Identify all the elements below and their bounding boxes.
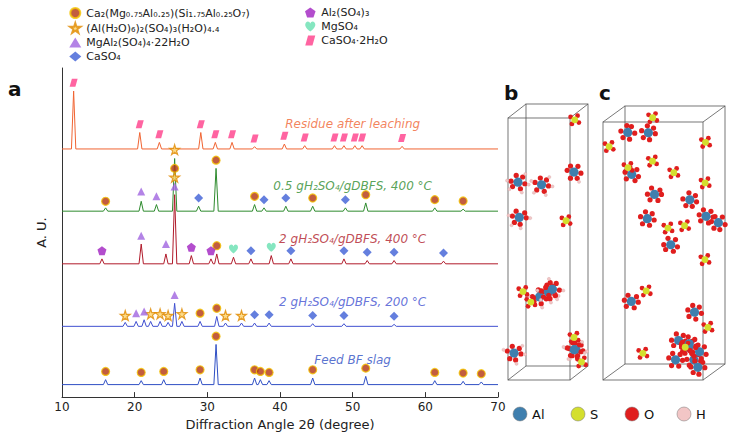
svg-text:O: O (644, 407, 654, 422)
svg-text:MgSO₄: MgSO₄ (321, 20, 358, 33)
svg-text:A. U.: A. U. (34, 217, 49, 248)
svg-text:c: c (599, 81, 611, 105)
svg-text:0.5 gH₂SO₄/gDBFS, 400 °C: 0.5 gH₂SO₄/gDBFS, 400 °C (273, 179, 432, 193)
svg-text:Ca₂(Mg₀.₇₅Al₀.₂₅)(Si₁.₇₅Al₀.₂₅: Ca₂(Mg₀.₇₅Al₀.₂₅)(Si₁.₇₅Al₀.₂₅O₇) (86, 7, 250, 20)
svg-text:40: 40 (272, 400, 287, 414)
svg-text:Feed BF slag: Feed BF slag (314, 353, 391, 367)
svg-text:Al₂(SO₄)₃: Al₂(SO₄)₃ (321, 6, 369, 19)
svg-text:50: 50 (345, 400, 360, 414)
svg-text:MgAl₂(SO₄)₄·22H₂O: MgAl₂(SO₄)₄·22H₂O (86, 36, 190, 49)
svg-text:CaSO₄·2H₂O: CaSO₄·2H₂O (321, 34, 388, 47)
svg-text:60: 60 (418, 400, 433, 414)
svg-text:70: 70 (490, 400, 505, 414)
svg-text:(Al(H₂O)₆)₂(SO₄)₃(H₂O)₄.₄: (Al(H₂O)₆)₂(SO₄)₃(H₂O)₄.₄ (86, 22, 220, 35)
svg-text:Residue after leaching: Residue after leaching (285, 117, 420, 131)
svg-text:a: a (8, 77, 22, 101)
svg-text:20: 20 (127, 400, 142, 414)
svg-text:b: b (504, 81, 518, 105)
svg-text:H: H (696, 407, 706, 422)
svg-text:10: 10 (54, 400, 69, 414)
svg-text:CaSO₄: CaSO₄ (86, 50, 121, 63)
svg-text:Al: Al (532, 407, 545, 422)
svg-text:2 gH₂SO₄/gDBFS, 200 °C: 2 gH₂SO₄/gDBFS, 200 °C (279, 295, 427, 309)
svg-text:2 gH₂SO₄/gDBFS, 400 °C: 2 gH₂SO₄/gDBFS, 400 °C (279, 232, 427, 246)
svg-text:Diffraction Angle 2θ (degree): Diffraction Angle 2θ (degree) (185, 417, 374, 432)
svg-text:S: S (590, 407, 598, 422)
svg-text:30: 30 (200, 400, 215, 414)
